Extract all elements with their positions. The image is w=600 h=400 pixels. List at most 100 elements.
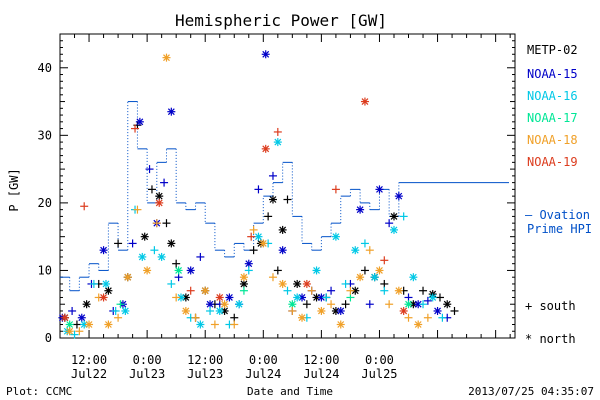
data-point-noaa-18 (298, 313, 307, 322)
y-tick-label: 20 (38, 196, 52, 210)
star-d2 (293, 294, 301, 301)
data-point-noaa-16 (331, 232, 340, 241)
data-point-noaa-18 (220, 300, 229, 309)
ovation-hpi-series (60, 101, 509, 292)
data-point-noaa-18 (85, 320, 94, 329)
data-point-noaa-15 (206, 300, 215, 309)
x-tick-time-label: 0:00 (133, 353, 162, 367)
star-d2 (206, 300, 214, 308)
data-point-noaa-18 (191, 313, 200, 322)
star-d2 (187, 267, 195, 274)
data-point-noaa-17 (65, 320, 74, 329)
data-point-noaa-18 (317, 306, 326, 315)
star-d2 (443, 300, 451, 308)
data-point-metp-02 (230, 313, 239, 322)
star-d2 (225, 294, 233, 301)
footer-credit: Plot: CCMC (6, 385, 72, 398)
data-point-noaa-17 (116, 300, 125, 309)
star-d2 (104, 287, 112, 295)
star-d2 (414, 321, 422, 328)
star-d2 (429, 294, 437, 301)
data-point-noaa-15 (160, 178, 169, 187)
data-point-noaa-16 (273, 138, 282, 147)
data-point-noaa-18 (201, 286, 210, 295)
data-point-metp-02 (167, 239, 176, 248)
data-point-noaa-15 (356, 205, 365, 214)
data-point-noaa-18 (278, 279, 287, 288)
y-axis-ticks: 0 10 20 30 40 (38, 33, 515, 345)
star-d2 (262, 145, 270, 153)
data-point-metp-02 (162, 219, 171, 228)
data-point-noaa-19 (261, 144, 270, 153)
star-d2 (163, 54, 170, 62)
data-point-noaa-15 (68, 306, 77, 315)
data-point-noaa-16 (101, 279, 110, 288)
data-point-noaa-16 (293, 293, 302, 302)
data-point-noaa-18 (75, 327, 84, 336)
star-d2 (414, 300, 422, 308)
data-point-noaa-15 (128, 239, 137, 248)
data-point-noaa-18 (268, 273, 277, 282)
data-point-noaa-18 (181, 306, 190, 315)
data-point-noaa-17 (346, 293, 355, 302)
star-d2 (235, 300, 243, 308)
plot-frame (59, 33, 516, 339)
star-d2 (175, 267, 183, 274)
data-point-noaa-15 (327, 286, 336, 295)
data-point-metp-02 (278, 225, 287, 234)
star-d2 (376, 185, 383, 193)
data-point-noaa-18 (336, 320, 345, 329)
data-point-noaa-18 (365, 246, 374, 255)
y-axis-label: P [GW] (7, 168, 21, 211)
star-d2 (400, 307, 408, 315)
x-tick-date-label: Jul24 (303, 367, 339, 381)
data-point-noaa-18 (133, 205, 142, 214)
star-d2 (371, 273, 379, 281)
star-d2 (356, 206, 364, 214)
data-point-noaa-16 (360, 239, 369, 248)
data-point-noaa-15 (135, 117, 144, 126)
star-d2 (317, 294, 325, 301)
legend-entry-noaa-16: NOAA-16 (527, 89, 578, 103)
x-tick-date-label: Jul23 (187, 367, 223, 381)
data-point-noaa-16 (89, 279, 98, 288)
star-d2 (298, 314, 306, 322)
data-point-noaa-18 (162, 53, 171, 62)
star-d2 (240, 273, 248, 281)
data-point-noaa-15 (375, 185, 384, 194)
data-point-metp-02 (283, 195, 292, 204)
data-point-noaa-19 (360, 97, 369, 106)
data-point-metp-02 (239, 279, 248, 288)
data-point-noaa-16 (322, 293, 331, 302)
x-tick-date-label: Jul22 (71, 367, 107, 381)
star-d2 (395, 287, 403, 295)
data-point-noaa-18 (414, 320, 423, 329)
data-point-noaa-15 (268, 171, 277, 180)
data-point-noaa-19 (60, 313, 69, 322)
data-point-noaa-18 (65, 327, 74, 336)
data-point-noaa-16 (157, 252, 166, 261)
data-point-noaa-18 (152, 219, 161, 228)
data-point-noaa-18 (143, 266, 152, 275)
data-point-noaa-15 (244, 259, 253, 268)
data-point-noaa-15 (336, 306, 345, 315)
star-d2 (196, 321, 204, 328)
legend-south-marker: + south (525, 299, 576, 313)
star-d2 (158, 253, 166, 261)
star-d2 (155, 199, 163, 207)
star-d2 (136, 118, 144, 126)
data-point-metp-02 (443, 300, 452, 309)
star-d2 (259, 239, 267, 247)
data-point-noaa-15 (145, 165, 154, 174)
star-d2 (182, 307, 190, 315)
x-tick-date-label: Jul23 (129, 367, 165, 381)
x-tick-time-label: 12:00 (187, 353, 223, 367)
star-d2 (141, 233, 149, 241)
data-point-noaa-15 (433, 306, 442, 315)
star-d2 (100, 294, 107, 301)
legend-entry-noaa-18: NOAA-18 (527, 133, 578, 147)
star-d2 (303, 280, 311, 288)
data-point-noaa-15 (77, 313, 86, 322)
star-d2 (78, 314, 86, 322)
data-point-metp-02 (147, 185, 156, 194)
